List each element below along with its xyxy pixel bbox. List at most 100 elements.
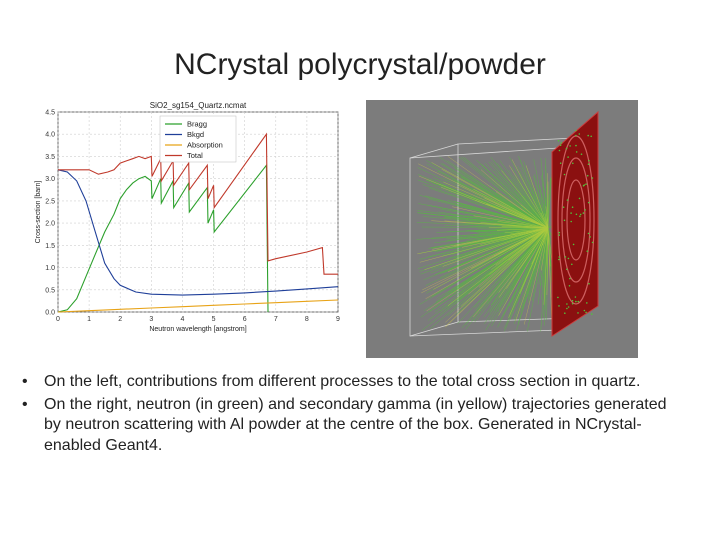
neutron-track	[467, 227, 549, 239]
neutron-track	[545, 165, 549, 229]
neutron-track	[417, 179, 549, 229]
neutron-track	[518, 156, 549, 229]
detector-hit	[558, 231, 561, 234]
gamma-track	[531, 227, 549, 265]
detector-hit	[571, 302, 574, 305]
neutron-track	[481, 164, 549, 229]
gamma-track	[498, 227, 549, 316]
detector-hit	[562, 206, 565, 208]
gamma-track	[489, 227, 549, 275]
gamma-track	[543, 227, 549, 305]
detector-hit	[587, 232, 590, 235]
y-tick-label: 4.5	[45, 110, 55, 117]
detector-hit	[587, 163, 590, 165]
detector-hit	[558, 305, 560, 307]
detector-hit	[583, 309, 586, 312]
detector-hit	[579, 213, 582, 216]
neutron-track	[417, 212, 549, 229]
detector-hit	[558, 234, 560, 236]
gamma-track	[542, 227, 549, 246]
neutron-track	[509, 156, 549, 229]
bullet-item-right-render: • On the right, neutron (in green) and se…	[22, 395, 672, 457]
gamma-track	[417, 227, 549, 255]
neutron-track	[480, 209, 549, 229]
gamma-track	[478, 227, 549, 288]
gamma-track	[418, 175, 549, 229]
gamma-track	[473, 227, 549, 318]
detector-hit	[586, 302, 588, 304]
gamma-track	[491, 227, 549, 270]
detector-hit	[587, 134, 589, 137]
neutron-track	[488, 161, 549, 229]
detector-hit	[577, 312, 579, 314]
chart-title: SiO2_sg154_Quartz.ncmat	[150, 101, 247, 110]
detector-hit	[563, 219, 566, 222]
gamma-track	[445, 227, 549, 328]
x-tick-label: 1	[87, 316, 91, 323]
gamma-track	[511, 159, 549, 229]
neutron-track	[417, 174, 549, 229]
detector-hit	[575, 213, 578, 216]
gamma-track	[460, 227, 549, 307]
gamma-track	[498, 227, 549, 293]
series-line-bragg	[57, 163, 269, 313]
detector-hit	[566, 268, 568, 271]
detector-hit	[590, 135, 592, 138]
gamma-track	[501, 170, 549, 229]
box-edge	[409, 143, 459, 159]
neutron-track	[430, 227, 549, 274]
legend-label: Bkgd	[187, 130, 204, 139]
gamma-track	[452, 206, 549, 229]
detector-hit	[572, 243, 575, 246]
x-tick-label: 5	[212, 316, 216, 323]
diffraction-ring	[566, 179, 586, 261]
gamma-track	[515, 227, 549, 322]
gamma-track	[447, 227, 549, 306]
detector-hit	[558, 149, 561, 152]
detector-hit	[586, 250, 589, 252]
series-line-bkgd	[57, 169, 339, 296]
detector-hit	[566, 199, 569, 201]
gamma-track	[497, 221, 549, 229]
detector-hit	[586, 174, 589, 177]
neutron-track	[539, 227, 549, 287]
y-tick-label: 4.0	[45, 132, 55, 139]
neutron-track	[499, 227, 549, 321]
gamma-track	[509, 165, 549, 229]
neutron-track	[495, 227, 549, 284]
bullet-dot: •	[22, 395, 28, 413]
bullet-list: • On the left, contributions from differe…	[22, 372, 672, 458]
gamma-track	[502, 227, 549, 259]
detector-hit	[588, 159, 590, 162]
gamma-track	[546, 227, 549, 296]
gamma-track	[445, 227, 549, 323]
legend-label: Total	[187, 151, 203, 160]
geant4-render	[366, 100, 638, 358]
detector-hit	[574, 296, 577, 298]
detector-hit	[569, 277, 571, 280]
detector-hit	[557, 296, 559, 299]
bullet-text: On the right, neutron (in green) and sec…	[44, 395, 667, 454]
gamma-track	[510, 227, 549, 235]
neutron-track	[499, 160, 549, 229]
x-tick-label: 0	[56, 316, 60, 323]
detector-hit	[578, 133, 581, 135]
gamma-track	[525, 165, 549, 229]
neutron-track	[513, 227, 549, 320]
x-tick-label: 7	[274, 316, 278, 323]
detector-hit	[591, 313, 593, 315]
gamma-track	[447, 227, 549, 272]
gamma-tracks	[417, 156, 556, 328]
neutron-track	[425, 227, 549, 286]
detector-hits	[557, 129, 594, 315]
detector-hit	[566, 303, 568, 305]
gamma-track	[424, 227, 549, 270]
y-tick-label: 0.5	[45, 287, 55, 294]
x-tick-label: 3	[149, 316, 153, 323]
neutron-track	[419, 195, 549, 229]
neutron-track	[509, 227, 549, 272]
series-line-total	[58, 132, 338, 275]
detector-hit	[565, 147, 568, 150]
gamma-track	[480, 169, 549, 229]
neutron-track	[484, 227, 549, 325]
